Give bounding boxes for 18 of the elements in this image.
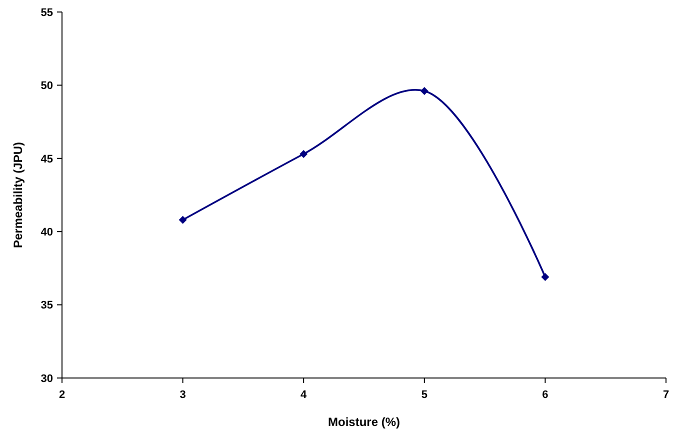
x-tick-label: 5 <box>421 389 428 401</box>
y-tick-label: 45 <box>40 153 53 166</box>
point <box>300 150 308 158</box>
point <box>541 272 550 281</box>
y-tick-label: 35 <box>40 300 53 312</box>
point <box>178 216 187 224</box>
x-tick-label: 3 <box>180 389 186 401</box>
y-tick-label: 30 <box>40 372 53 385</box>
x-tick-label: 2 <box>58 389 66 401</box>
x-tick-label: 4 <box>300 389 308 401</box>
y-tick-label: 40 <box>40 226 53 238</box>
y-axis-title: Permeability (JPU) <box>11 142 25 248</box>
y-tick-label: 50 <box>40 80 53 92</box>
y-tick-label: 55 <box>40 6 53 19</box>
x-axis-title: Moisture (%) <box>328 415 400 429</box>
x-tick-label: 6 <box>542 389 548 401</box>
x-tick-label: 7 <box>662 389 670 401</box>
point <box>420 87 428 96</box>
